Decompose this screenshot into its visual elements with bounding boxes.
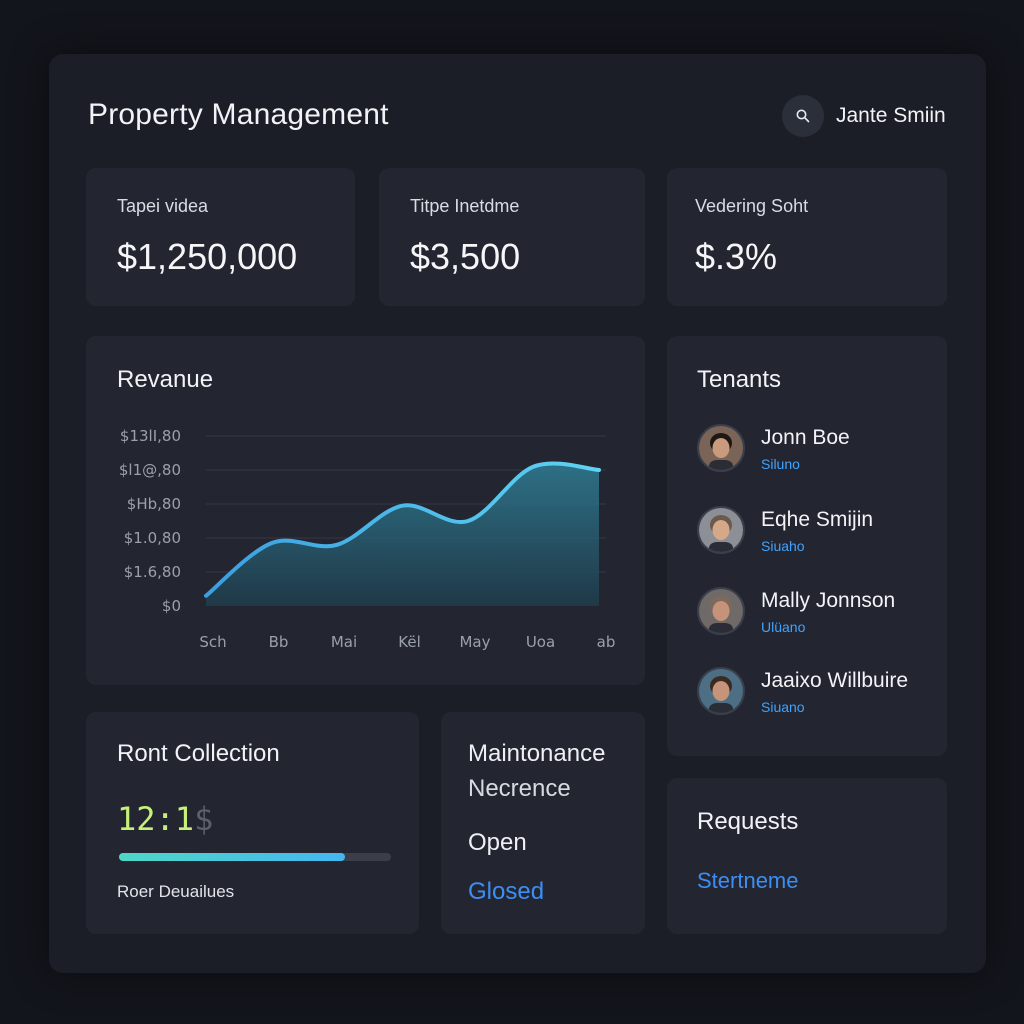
stat-card-rate[interactable]: Vedering Soht $.3%	[667, 168, 947, 306]
tenant-status: Siluno	[761, 456, 800, 472]
stat-label: Titpe Inetdme	[410, 196, 520, 216]
rent-collection-title: Ront Collection	[117, 740, 280, 767]
x-tick-label: Sch	[199, 633, 226, 651]
requests-link[interactable]: Stertneme	[697, 868, 799, 893]
x-tick-label: Uoa	[526, 633, 555, 651]
tenant-item[interactable]: Mally Jonnson Ulüano	[697, 587, 895, 635]
maintenance-title-line2: Necrence	[468, 775, 571, 802]
y-tick-label: $13lI,80	[120, 427, 181, 445]
revenue-title: Revanue	[117, 366, 214, 393]
x-tick-label: Mai	[331, 633, 357, 651]
avatar[interactable]	[697, 424, 745, 472]
revenue-area	[206, 463, 599, 606]
y-tick-label: $Hb,80	[127, 495, 181, 513]
revenue-card: Revanue $0 $1.6,80 $1.0,80 $Hb,80 $l1@,80 $13…	[86, 336, 645, 685]
rent-collection-card: Ront Collection 12:1$ Roer Deuailues	[86, 712, 419, 934]
x-tick-label: ab	[597, 633, 616, 651]
tenant-name: Jonn Boe	[761, 426, 850, 449]
user-name[interactable]: Jante Smiin	[836, 104, 946, 127]
tenant-status: Siuano	[761, 699, 805, 715]
stat-value: $1,250,000	[117, 236, 298, 277]
stat-label: Tapei videa	[117, 196, 209, 216]
avatar[interactable]	[697, 587, 745, 635]
rent-collection-value: 12:1$	[117, 800, 214, 838]
rent-collection-subtitle: Roer Deuailues	[117, 882, 235, 901]
maintenance-closed-link[interactable]: Glosed	[468, 878, 545, 905]
stat-card-total-value[interactable]: Tapei videa $1,250,000	[86, 168, 355, 306]
tenant-status: Siuaho	[761, 538, 805, 554]
tenant-item[interactable]: Jaaixo Willbuire Siuano	[697, 667, 908, 715]
maintenance-card: Maintonance Necrence Open Glosed	[441, 712, 645, 934]
avatar[interactable]	[697, 506, 745, 554]
revenue-line	[204, 461, 601, 598]
rent-progress-fill	[119, 853, 345, 861]
y-tick-label: $1.0,80	[124, 529, 181, 547]
tenant-item[interactable]: Jonn Boe Siluno	[697, 424, 850, 472]
requests-title: Requests	[697, 808, 799, 835]
stat-card-income[interactable]: Titpe Inetdme $3,500	[379, 168, 645, 306]
dashboard-panel: Property Management Jante Smiin Tapei vi…	[49, 54, 986, 973]
x-tick-label: May	[459, 633, 490, 651]
tenants-title: Tenants	[697, 366, 782, 393]
y-tick-label: $0	[162, 597, 181, 615]
revenue-chart: $0 $1.6,80 $1.0,80 $Hb,80 $l1@,80 $13lI,80 Sc…	[119, 427, 616, 651]
search-icon[interactable]	[782, 95, 824, 137]
y-tick-label: $1.6,80	[124, 563, 181, 581]
user-menu[interactable]: Jante Smiin	[782, 95, 946, 137]
requests-card: Requests Stertneme	[667, 778, 947, 934]
tenant-name: Eqhe Smijin	[761, 508, 874, 531]
maintenance-open-link[interactable]: Open	[468, 829, 527, 856]
tenant-status: Ulüano	[761, 619, 806, 635]
tenants-card: Tenants Jonn Boe Siluno	[667, 336, 947, 756]
tenant-item[interactable]: Eqhe Smijin Siuaho	[697, 506, 873, 554]
y-tick-label: $l1@,80	[119, 461, 181, 479]
maintenance-title-line1: Maintonance	[468, 740, 606, 767]
tenant-name: Mally Jonnson	[761, 589, 896, 612]
stat-value: $3,500	[410, 236, 521, 277]
stat-value: $.3%	[695, 236, 778, 277]
tenant-name: Jaaixo Willbuire	[761, 669, 909, 692]
x-tick-label: Kël	[398, 633, 421, 651]
rent-progress-bar	[119, 853, 391, 861]
stat-label: Vedering Soht	[695, 196, 809, 216]
x-tick-label: Bb	[269, 633, 289, 651]
page-title: Property Management	[88, 98, 389, 131]
avatar[interactable]	[697, 667, 745, 715]
